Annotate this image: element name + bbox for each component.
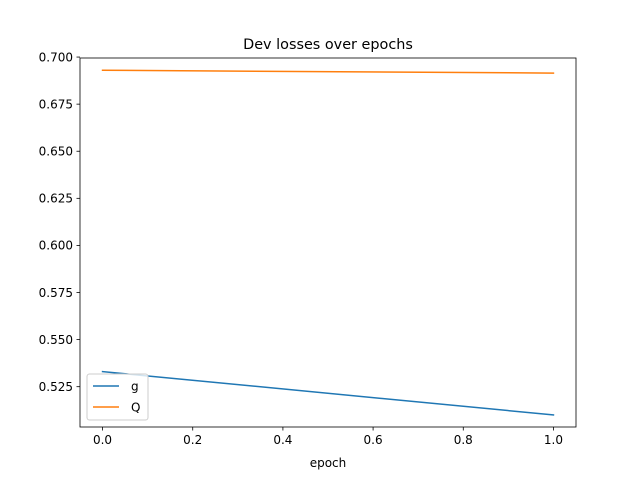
x-axis-label: epoch: [310, 456, 347, 470]
chart-title: Dev losses over epochs: [243, 37, 413, 53]
y-tick-label: 0.550: [39, 333, 73, 347]
axes-frame: [79, 57, 577, 428]
plot-area: 0.0 0.2 0.4 0.6 0.8 1.0 0.525 0.550 0.575 0.600 0.…: [39, 50, 577, 447]
series-line-g: [101, 370, 555, 416]
x-tick-label: 0.6: [364, 433, 383, 447]
y-tick-label: 0.700: [39, 50, 73, 64]
x-tick-label: 0.0: [93, 433, 112, 447]
x-tick-label: 1.0: [544, 433, 563, 447]
legend-label: g: [131, 379, 139, 393]
x-tick-label: 0.4: [273, 433, 292, 447]
y-tick-label: 0.650: [39, 145, 73, 159]
y-tick-label: 0.525: [39, 380, 73, 394]
series-line-Q: [101, 69, 555, 74]
legend: gQ: [86, 373, 149, 421]
x-tick-label: 0.8: [454, 433, 473, 447]
legend-label: Q: [131, 400, 140, 414]
y-tick-label: 0.600: [39, 239, 73, 253]
y-tick-label: 0.625: [39, 192, 73, 206]
y-tick-label: 0.675: [39, 97, 73, 111]
y-tick-label: 0.575: [39, 286, 73, 300]
x-tick-label: 0.2: [183, 433, 202, 447]
